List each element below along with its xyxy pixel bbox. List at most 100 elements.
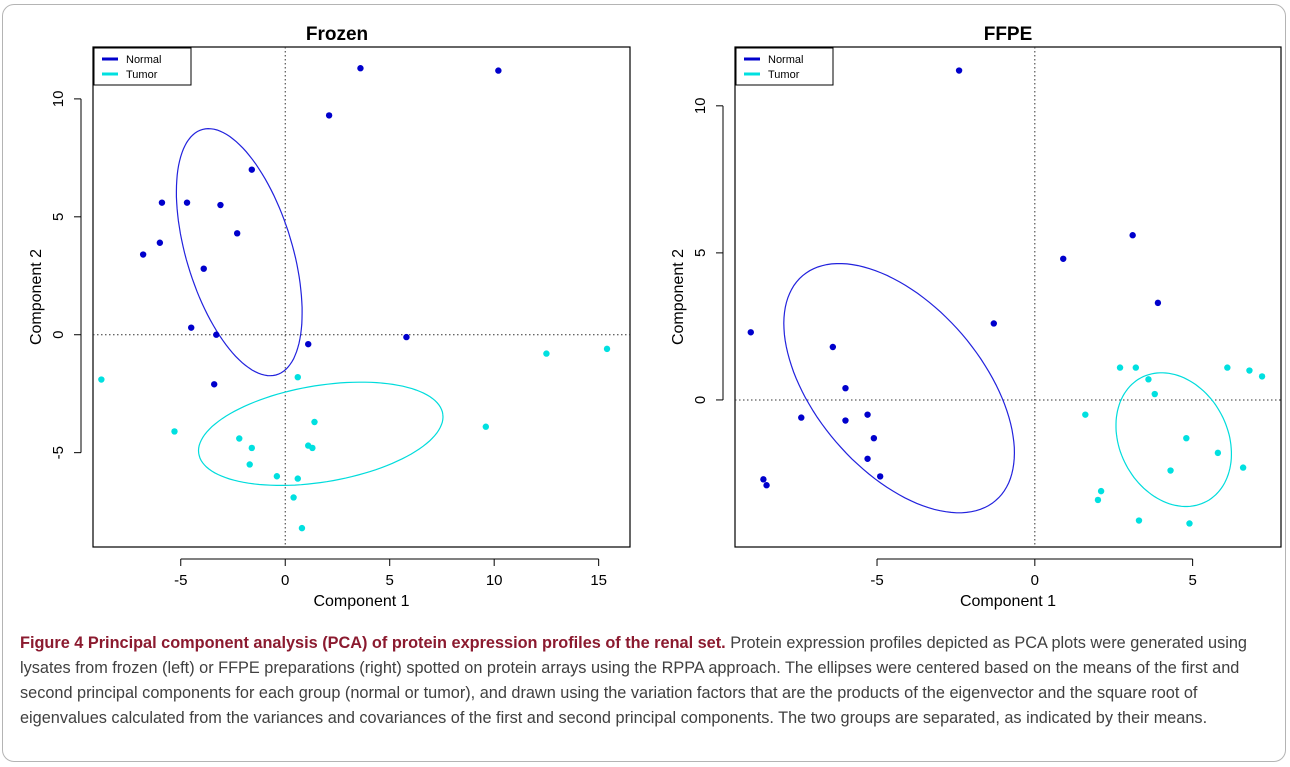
figure-charts: Frozen -5 0 5 10 15 Component 1 -5 0 5 10 Component…: [28, 24, 1282, 610]
x-tick-label: 5: [386, 572, 394, 589]
chart-title: Frozen: [306, 24, 368, 45]
point-normal: [870, 434, 878, 442]
point-tumor: [1214, 449, 1222, 457]
x-tick-label: -5: [870, 572, 883, 589]
point-tumor: [294, 373, 301, 381]
point-tumor: [1167, 467, 1174, 474]
plot-area: [92, 46, 631, 548]
point-normal: [876, 473, 884, 480]
point-tumor: [1132, 364, 1140, 371]
y-tick-label: 0: [50, 331, 67, 339]
point-tumor: [482, 423, 490, 430]
point-normal: [842, 417, 849, 424]
x-axis-label: Component 1: [960, 593, 1056, 610]
point-normal: [864, 455, 871, 462]
point-normal: [990, 320, 997, 327]
point-tumor: [1239, 464, 1247, 471]
point-normal: [403, 333, 410, 341]
y-axis-label: Component 2: [670, 249, 687, 345]
point-tumor: [1224, 364, 1231, 371]
point-normal: [829, 343, 837, 351]
point-normal: [158, 199, 166, 206]
y-tick-label: 10: [50, 91, 67, 108]
ellipse-tumor: [197, 381, 444, 486]
point-normal: [1154, 299, 1162, 307]
legend-label-tumor: Tumor: [768, 69, 800, 81]
y-tick-label: 5: [50, 213, 67, 221]
point-tumor: [1186, 520, 1193, 527]
point-tumor: [248, 444, 256, 452]
figure-caption: Figure 4 Principal component analysis (P…: [20, 631, 1270, 731]
point-tumor: [171, 428, 178, 435]
point-normal: [357, 65, 364, 72]
x-tick-label: 10: [486, 572, 503, 589]
chart-ffpe: FFPE -5 0 5 Component 1 0 5 10 Component 2 Normal…: [670, 24, 1282, 610]
y-tick-label: 10: [692, 97, 709, 114]
chart-title: FFPE: [984, 24, 1033, 45]
figure-frame: [2, 4, 1286, 762]
ellipse-normal: [783, 263, 1016, 514]
x-tick-label: 5: [1188, 572, 1196, 589]
point-tumor: [98, 376, 105, 383]
x-axis-label: Component 1: [313, 593, 409, 610]
point-tumor: [290, 494, 297, 501]
point-normal: [864, 411, 871, 418]
point-tumor: [1183, 434, 1190, 442]
point-tumor: [273, 473, 281, 480]
point-tumor: [1145, 376, 1152, 383]
point-tumor: [1082, 411, 1089, 418]
point-tumor: [294, 475, 301, 482]
point-normal: [747, 329, 754, 336]
ellipse-normal: [175, 127, 303, 377]
point-normal: [248, 166, 256, 173]
caption-title: Figure 4 Principal component analysis (P…: [20, 634, 726, 652]
point-tumor: [1094, 496, 1102, 504]
point-tumor: [311, 418, 318, 426]
x-tick-label: 0: [1031, 572, 1039, 589]
x-tick-label: -5: [174, 572, 187, 589]
y-axis-label: Component 2: [28, 249, 45, 345]
point-normal: [1129, 232, 1136, 239]
point-normal: [188, 324, 195, 331]
point-normal: [325, 112, 333, 119]
plot-area: [734, 46, 1282, 548]
point-normal: [955, 67, 963, 74]
point-tumor: [236, 435, 243, 442]
point-tumor: [246, 461, 253, 468]
y-tick-label: -5: [50, 446, 67, 459]
legend-label-normal: Normal: [768, 54, 803, 66]
legend-label-tumor: Tumor: [126, 69, 158, 81]
y-tick-label: 5: [692, 249, 709, 257]
x-tick-label: 0: [281, 572, 289, 589]
point-normal: [210, 381, 218, 388]
caption-body: Protein expression profiles depicted as …: [20, 634, 1247, 727]
ellipse-tumor: [1115, 372, 1233, 508]
point-tumor: [298, 524, 306, 532]
point-normal: [217, 201, 224, 209]
legend-label-normal: Normal: [126, 54, 161, 66]
point-normal: [842, 384, 849, 392]
point-normal: [213, 331, 220, 338]
point-normal: [763, 482, 770, 489]
point-normal: [200, 265, 207, 272]
point-tumor: [1246, 367, 1253, 374]
point-tumor: [1116, 364, 1124, 371]
legend-box: [735, 47, 834, 86]
point-normal: [1060, 255, 1067, 262]
point-normal: [760, 476, 767, 483]
point-normal: [156, 239, 164, 246]
point-tumor: [1135, 517, 1143, 524]
point-tumor: [1151, 390, 1158, 398]
y-tick-label: 0: [692, 396, 709, 404]
point-normal: [305, 340, 312, 348]
x-tick-label: 15: [590, 572, 607, 589]
point-tumor: [603, 345, 611, 353]
point-tumor: [309, 444, 316, 452]
chart-frozen: Frozen -5 0 5 10 15 Component 1 -5 0 5 10 Component…: [28, 24, 631, 610]
point-normal: [233, 230, 241, 237]
point-normal: [495, 67, 502, 74]
point-tumor: [543, 350, 550, 357]
point-tumor: [1097, 487, 1105, 495]
point-normal: [139, 251, 147, 258]
point-tumor: [1258, 373, 1266, 380]
